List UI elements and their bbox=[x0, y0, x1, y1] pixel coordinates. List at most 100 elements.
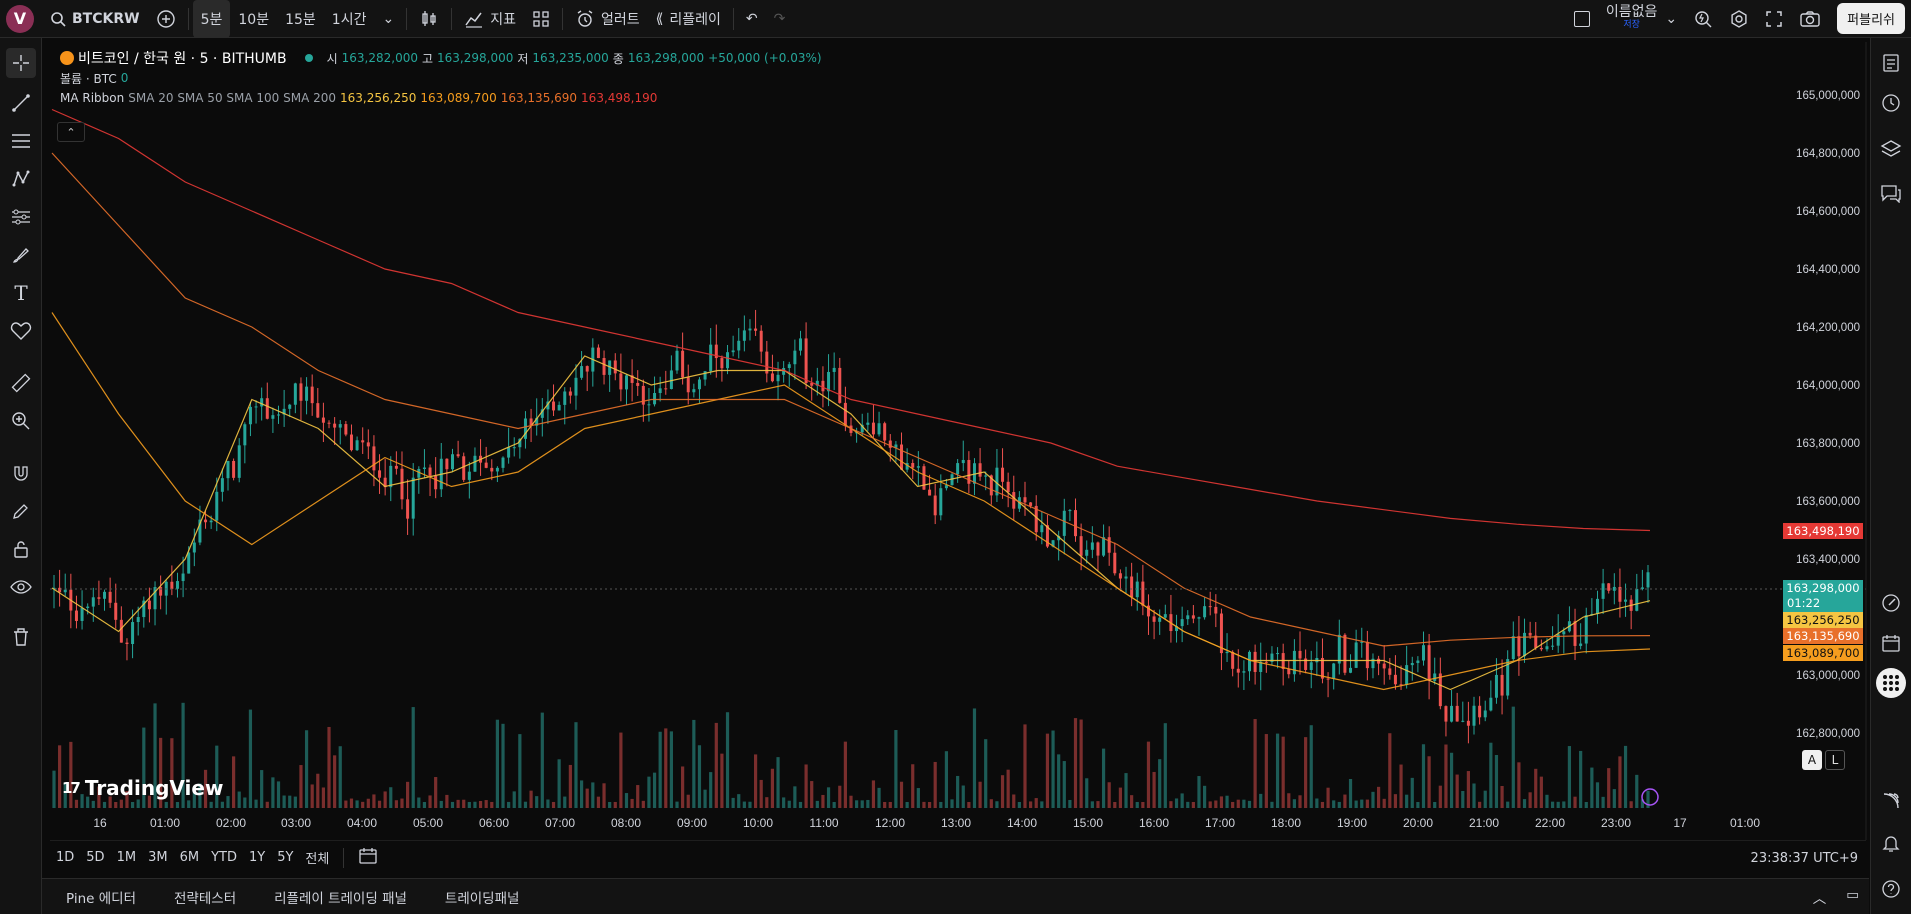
range-5d[interactable]: 5D bbox=[86, 850, 105, 865]
candle-body bbox=[1455, 705, 1459, 722]
range-3m[interactable]: 3M bbox=[148, 850, 168, 865]
crosshair-tool[interactable] bbox=[6, 48, 36, 78]
tab-replay-trading[interactable]: 리플레이 트레이딩 패널 bbox=[274, 890, 407, 907]
pattern-tool[interactable] bbox=[6, 164, 36, 194]
candle-body bbox=[1074, 510, 1078, 537]
chart-clock[interactable]: 23:38:37 UTC+9 bbox=[1750, 851, 1858, 866]
timeframe-1h[interactable]: 1시간 bbox=[331, 11, 367, 28]
log-scale-button[interactable]: L bbox=[1825, 750, 1845, 770]
range-ytd[interactable]: YTD bbox=[211, 850, 237, 865]
products-button[interactable] bbox=[1876, 668, 1906, 698]
magnet-tool[interactable] bbox=[6, 458, 36, 488]
tab-strategy-tester[interactable]: 전략테스터 bbox=[174, 890, 237, 907]
ma-legend-row[interactable]: MA Ribbon SMA 20 SMA 50 SMA 100 SMA 200 … bbox=[60, 88, 822, 108]
timeframe-5m[interactable]: 5분 bbox=[192, 0, 231, 38]
volume-bar bbox=[1225, 795, 1229, 808]
indicators-button[interactable]: 지표 bbox=[456, 0, 524, 38]
candle-body bbox=[776, 374, 780, 382]
ideas-button[interactable] bbox=[1876, 588, 1906, 618]
time-axis[interactable]: 16 01:00 02:00 03:00 04:00 05:00 06:00 07:00 08:… bbox=[93, 788, 1760, 830]
streams-button[interactable] bbox=[1876, 786, 1906, 816]
calendar-button[interactable] bbox=[1876, 628, 1906, 658]
price-chart[interactable]: 165,000,000 164,800,000 164,600,000 164,400… bbox=[0, 38, 1870, 840]
forecast-tool[interactable] bbox=[6, 202, 36, 232]
settings-button[interactable] bbox=[1721, 0, 1757, 38]
brush-tool[interactable] bbox=[6, 240, 36, 270]
volume-bar bbox=[563, 796, 567, 808]
chart-type-button[interactable] bbox=[411, 0, 447, 38]
range-1d[interactable]: 1D bbox=[56, 850, 75, 865]
redo-button[interactable]: ↷ bbox=[766, 0, 794, 38]
volume-bar bbox=[866, 799, 870, 808]
chevron-up-icon[interactable]: ︿ bbox=[1812, 890, 1827, 907]
user-avatar[interactable]: V bbox=[6, 4, 34, 33]
zoom-tool[interactable] bbox=[6, 406, 36, 436]
volume-bar bbox=[686, 794, 690, 808]
watchlist-button[interactable] bbox=[1876, 48, 1906, 78]
volume-bar bbox=[478, 800, 483, 808]
stay-drawing-tool[interactable] bbox=[6, 496, 36, 526]
fullscreen-button[interactable] bbox=[1757, 0, 1791, 38]
timeframe-dropdown[interactable]: ⌄ bbox=[374, 0, 402, 38]
timeframe-10m[interactable]: 10분 bbox=[238, 11, 270, 28]
timeframe-15m[interactable]: 15분 bbox=[285, 11, 316, 28]
object-tree-button[interactable] bbox=[1876, 134, 1906, 164]
trendline-tool[interactable] bbox=[6, 88, 36, 118]
alerts-panel-button[interactable] bbox=[1876, 88, 1906, 118]
notifications-button[interactable] bbox=[1876, 828, 1906, 858]
volume-bar bbox=[417, 797, 421, 808]
volume-bar bbox=[372, 794, 376, 808]
alert-button[interactable]: 얼러트 bbox=[567, 0, 648, 38]
tab-trading-panel[interactable]: 트레이딩패널 bbox=[444, 890, 520, 907]
volume-bar bbox=[130, 801, 135, 808]
volume-bar bbox=[681, 766, 685, 808]
layout-toggle[interactable] bbox=[1566, 0, 1598, 38]
legend-collapse-button[interactable]: ⌃ bbox=[57, 122, 85, 142]
volume-bar bbox=[1315, 798, 1319, 808]
lock-tool[interactable] bbox=[6, 534, 36, 564]
snapshot-button[interactable] bbox=[1791, 0, 1829, 38]
range-1m[interactable]: 1M bbox=[116, 850, 137, 865]
auto-scale-button[interactable]: A bbox=[1802, 750, 1822, 770]
fullscreen-icon bbox=[1766, 10, 1782, 27]
goto-date-button[interactable] bbox=[352, 847, 384, 869]
text-tool[interactable]: T bbox=[6, 278, 36, 308]
help-button[interactable] bbox=[1876, 874, 1906, 904]
symbol-legend-row[interactable]: 비트코인 / 한국 원 · 5 · BITHUMB 시 163,282,000 고… bbox=[60, 48, 822, 68]
measure-tool[interactable] bbox=[6, 368, 36, 398]
publish-button[interactable]: 퍼블리쉬 bbox=[1837, 3, 1905, 34]
fib-tool[interactable] bbox=[6, 126, 36, 156]
layout-save[interactable]: 이름없음 저장 ⌄ bbox=[1598, 0, 1685, 38]
volume-bar bbox=[349, 798, 354, 808]
replay-button[interactable]: ⟪ 리플레이 bbox=[648, 0, 729, 38]
undo-button[interactable]: ↶ bbox=[738, 0, 766, 38]
volume-bar bbox=[1012, 794, 1016, 808]
range-6m[interactable]: 6M bbox=[179, 850, 200, 865]
chats-button[interactable] bbox=[1876, 178, 1906, 208]
low-value: 163,235,000 bbox=[532, 51, 609, 65]
volume-bar bbox=[254, 799, 258, 808]
candle-body bbox=[1534, 635, 1538, 648]
maximize-icon[interactable]: ▭ bbox=[1846, 886, 1859, 903]
templates-button[interactable] bbox=[524, 0, 558, 38]
tab-pine-editor[interactable]: Pine 에디터 bbox=[66, 890, 137, 907]
favorites-tool[interactable] bbox=[6, 316, 36, 346]
last-price-value: 163,298,000 bbox=[1786, 581, 1860, 595]
sma20-value: 163,256,250 bbox=[340, 91, 417, 105]
symbol-search[interactable]: BTCKRW bbox=[42, 0, 148, 38]
range-all[interactable]: 전체 bbox=[305, 852, 330, 867]
volume-legend-row[interactable]: 볼륨 · BTC 0 bbox=[60, 68, 822, 88]
volume-bar bbox=[316, 773, 320, 808]
remove-tool[interactable] bbox=[6, 622, 36, 652]
volume-bar bbox=[1135, 801, 1139, 808]
compare-button[interactable] bbox=[148, 0, 184, 38]
candle-body bbox=[1158, 617, 1162, 622]
quick-search-button[interactable] bbox=[1685, 0, 1721, 38]
range-5y[interactable]: 5Y bbox=[277, 850, 294, 865]
volume-bar bbox=[1068, 799, 1072, 808]
range-1y[interactable]: 1Y bbox=[248, 850, 266, 865]
volume-bar bbox=[568, 764, 572, 808]
time-tick-label: 06:00 bbox=[479, 816, 509, 830]
time-tick-label: 10:00 bbox=[743, 816, 773, 830]
visibility-tool[interactable] bbox=[6, 572, 36, 602]
